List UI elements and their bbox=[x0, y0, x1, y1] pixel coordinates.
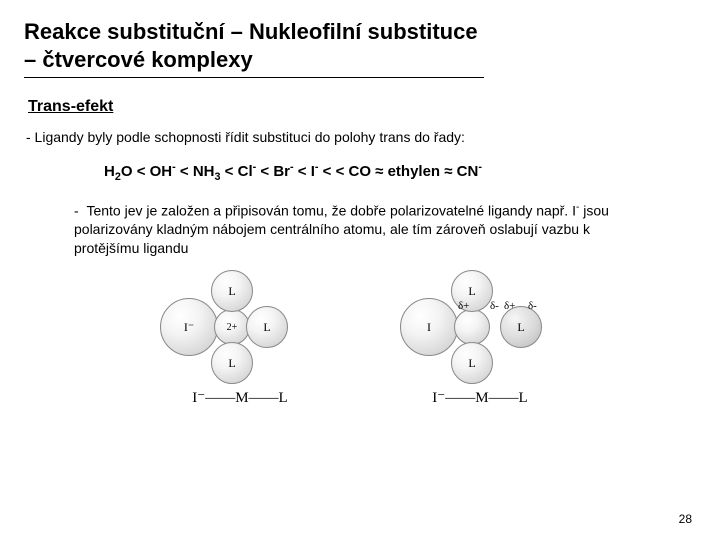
notation-left: I⁻——M——L bbox=[192, 388, 287, 407]
sphere-iodide-left: I⁻ bbox=[160, 298, 218, 356]
sphere-right-left: L bbox=[246, 306, 288, 348]
trans-effect-series: H2O < OH- < NH3 < Cl- < Br- < I- < < CO … bbox=[104, 161, 696, 183]
notation-right: I⁻——M——L bbox=[432, 388, 527, 407]
complex-left: I⁻ 2+ L L L I⁻——M——L bbox=[160, 270, 320, 407]
intro-text: - Ligandy byly podle schopnosti řídit su… bbox=[26, 128, 696, 147]
sphere-top-left: L bbox=[211, 270, 253, 312]
page-number: 28 bbox=[679, 512, 692, 526]
sphere-bottom-left: L bbox=[211, 342, 253, 384]
page-title: Reakce substituční – Nukleofilní substit… bbox=[24, 18, 484, 78]
explanation-text: - Tento jev je založen a připisován tomu… bbox=[74, 201, 646, 258]
sphere-leaving-right: L bbox=[500, 306, 542, 348]
complex-right: I L L L δ+ δ- δ+ δ- bbox=[400, 270, 560, 407]
delta-plus-2: δ+ bbox=[504, 300, 515, 312]
sphere-center-right bbox=[454, 309, 490, 345]
sphere-iodide-right: I bbox=[400, 298, 458, 356]
sphere-center-left: 2+ bbox=[214, 309, 250, 345]
complex-diagram-row: I⁻ 2+ L L L I⁻——M——L bbox=[24, 270, 696, 407]
delta-plus-1: δ+ bbox=[458, 300, 469, 312]
sphere-bottom-right: L bbox=[451, 342, 493, 384]
delta-minus-1: δ- bbox=[490, 300, 499, 312]
subheading-trans-efekt: Trans-efekt bbox=[28, 98, 696, 116]
delta-minus-2: δ- bbox=[528, 300, 537, 312]
